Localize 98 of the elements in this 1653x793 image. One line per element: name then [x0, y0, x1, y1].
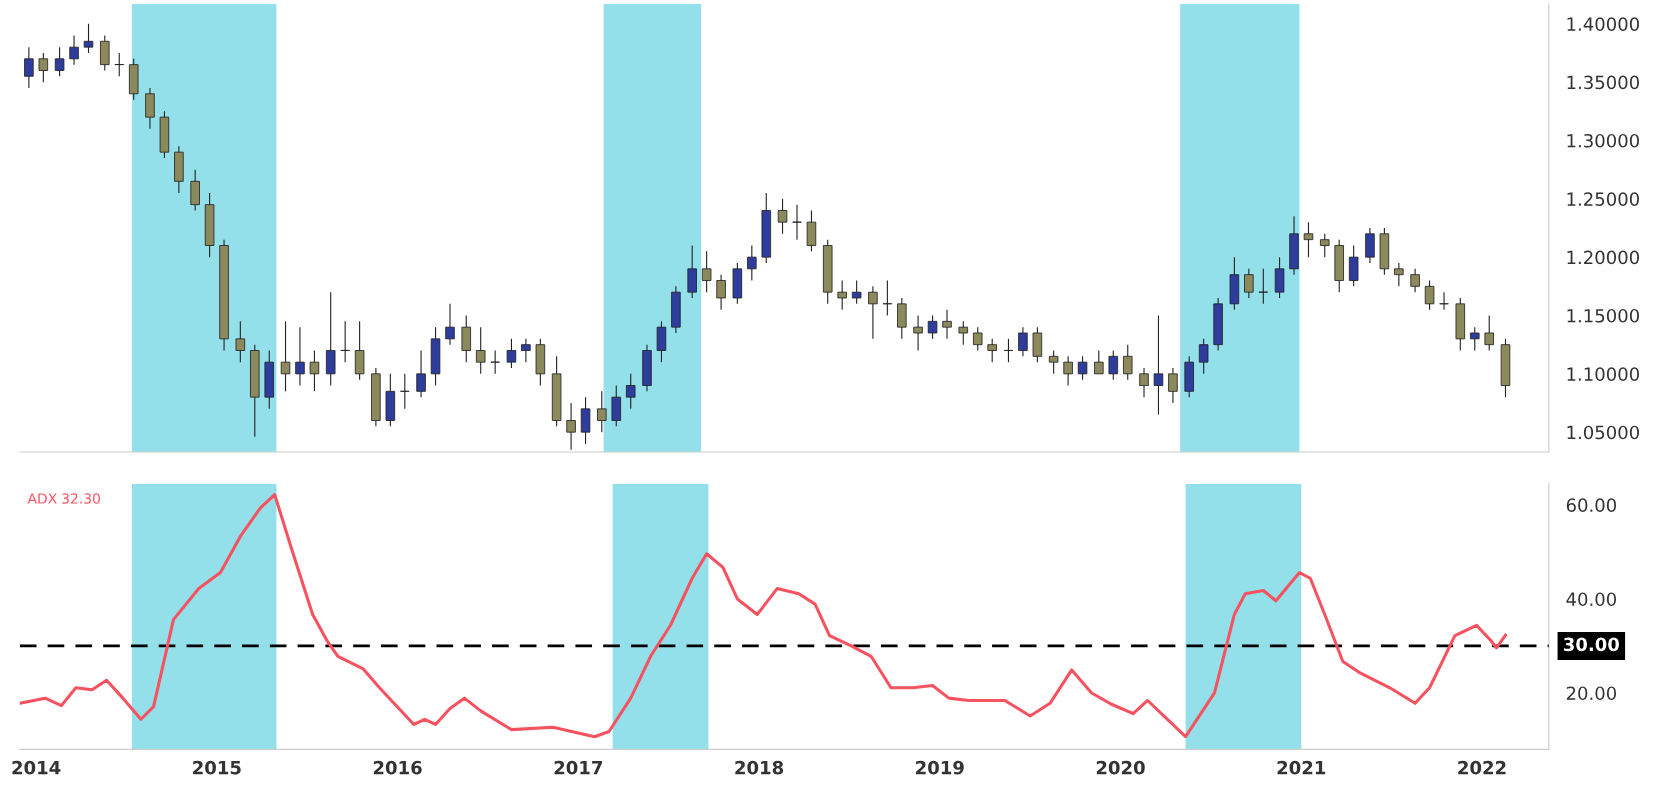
candlestick [927, 314, 938, 340]
candlestick [1470, 326, 1480, 352]
y-tick-label: 20.00 [1566, 686, 1617, 701]
candlestick [701, 250, 712, 293]
candlestick [83, 23, 94, 54]
y-tick-label: 1.05000 [1567, 425, 1639, 440]
candlestick [521, 338, 531, 363]
y-tick-label: 60.00 [1566, 498, 1617, 512]
y-tick-label: 1.20000 [1567, 250, 1639, 265]
candlestick [1198, 338, 1209, 375]
candlestick [1484, 314, 1494, 352]
y-tick-label: 1.30000 [1567, 133, 1639, 148]
candlestick [913, 314, 923, 352]
candlestick [972, 326, 983, 352]
candlestick [792, 204, 802, 241]
candlestick [580, 396, 591, 445]
candlestick [325, 291, 336, 387]
candlestick [1319, 233, 1330, 258]
x-tick-label: 2022 [1458, 760, 1506, 775]
candlestick [145, 87, 155, 130]
candlestick [1077, 355, 1088, 381]
candlestick [1274, 256, 1285, 299]
candlestick [1108, 349, 1119, 381]
candlestick [1018, 326, 1028, 357]
candlestick [445, 303, 455, 346]
candlestick [566, 402, 576, 451]
x-tick-label: 2021 [1277, 760, 1326, 775]
candlestick [1139, 367, 1149, 398]
candlestick [190, 169, 200, 212]
candlestick [69, 34, 79, 66]
candlestick [1410, 268, 1420, 293]
candlestick [490, 349, 500, 375]
x-tick-label: 2014 [12, 760, 61, 775]
annotation: 32.30 [62, 493, 100, 504]
candlestick [354, 320, 365, 381]
candlestick [1303, 221, 1314, 258]
x-tick-label: 2015 [193, 760, 241, 775]
y-tick-label: 1.35000 [1567, 75, 1639, 90]
ref-line-label: 30.00 [1563, 637, 1619, 652]
candlestick [611, 384, 622, 427]
candlestick [54, 46, 65, 77]
candlestick [1122, 344, 1133, 381]
x-tick-label: 2020 [1096, 760, 1145, 775]
x-tick-label: 2017 [554, 760, 602, 775]
candlestick [597, 390, 607, 433]
candlestick [1348, 244, 1359, 287]
candlestick [806, 209, 817, 252]
candlestick [1424, 279, 1435, 311]
candlestick [114, 52, 124, 77]
candlestick [1153, 314, 1164, 416]
candlestick [882, 279, 893, 317]
line-series [19, 493, 1508, 739]
candlestick [1439, 291, 1449, 311]
candlestick [1032, 326, 1043, 363]
y-tick-label: 40.00 [1566, 592, 1617, 607]
candlestick [309, 349, 320, 392]
candlestick [987, 338, 997, 363]
candlestick [340, 320, 350, 363]
candlestick [1365, 227, 1375, 264]
candlestick [1258, 268, 1269, 305]
candlestick [1063, 355, 1073, 387]
candlestick [942, 309, 952, 340]
x-tick-label: 2019 [916, 760, 964, 775]
candlestick [24, 46, 34, 89]
candlestick [235, 320, 246, 363]
candlestick [1394, 262, 1404, 287]
candlestick [747, 244, 757, 282]
candlestick [100, 34, 110, 72]
y-tick-label: 1.10000 [1567, 367, 1639, 381]
candlestick [295, 326, 305, 387]
candlestick [897, 297, 907, 340]
candlestick [461, 314, 472, 363]
candlestick [416, 349, 426, 398]
candlestick [1244, 268, 1254, 299]
candlestick [958, 320, 969, 346]
candlestick [656, 320, 667, 363]
candlestick [777, 198, 788, 235]
candlestick [400, 373, 410, 410]
candlestick [1003, 338, 1014, 363]
candlestick [868, 285, 878, 340]
y-tick-label: 1.25000 [1567, 192, 1639, 206]
x-tick-label: 2016 [373, 760, 422, 775]
x-tick-label: 2018 [735, 760, 784, 775]
candlestick [716, 274, 726, 311]
candlestick [851, 279, 862, 305]
text: ADX [27, 493, 57, 504]
candlestick [625, 373, 636, 410]
candlestick [1094, 349, 1104, 375]
candlestick [280, 320, 291, 392]
y-tick-label: 1.40000 [1567, 17, 1639, 31]
candlestick [687, 244, 697, 299]
candlestick [506, 338, 517, 369]
candlestick [837, 279, 847, 311]
candlestick [1168, 367, 1178, 404]
candlestick [475, 326, 486, 375]
candlestick [38, 52, 49, 83]
candlestick [1048, 349, 1059, 375]
y-tick-label: 1.15000 [1567, 308, 1639, 323]
